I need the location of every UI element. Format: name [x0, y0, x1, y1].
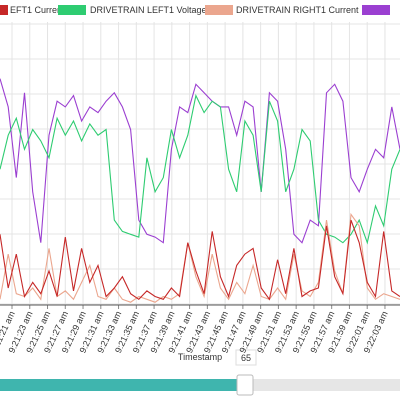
legend-swatch: [0, 5, 8, 15]
series-line: [0, 212, 400, 303]
legend-label: DRIVETRAIN RIGHT1 Current: [236, 5, 359, 15]
legend-label: DRIVETRAIN LEFT1 Voltage: [90, 5, 207, 15]
series-line: [0, 219, 400, 301]
legend-swatch: [58, 5, 86, 15]
series-line: [0, 93, 400, 245]
slider-fill: [0, 379, 245, 391]
legend-swatch: [362, 5, 390, 15]
slider-value-box: [235, 349, 257, 366]
legend-label: EFT1 Current: [10, 5, 65, 15]
slider-value: 65: [241, 353, 251, 363]
legend-swatch: [205, 5, 233, 15]
slider-label: Timestamp: [178, 352, 222, 362]
series-line: [0, 78, 400, 244]
slider-handle[interactable]: [236, 374, 254, 396]
